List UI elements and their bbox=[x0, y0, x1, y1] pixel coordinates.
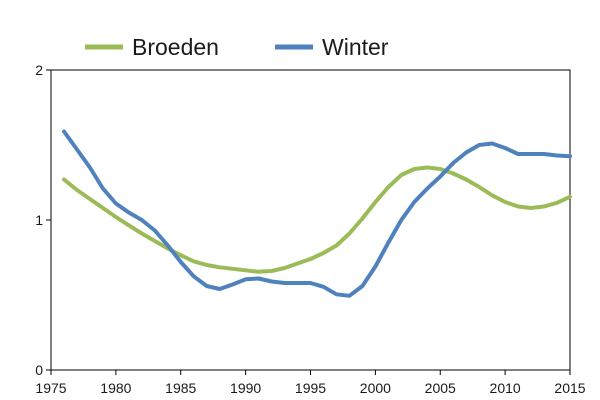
x-tick-label: 1995 bbox=[295, 380, 326, 396]
series-line-broeden bbox=[62, 165, 572, 274]
legend-item-broeden: Broeden bbox=[85, 34, 219, 60]
x-tick-label: 2010 bbox=[490, 380, 521, 396]
x-axis-ticks: 1975 1980 1985 1990 1995 2000 2005 2010 2015 bbox=[35, 370, 586, 396]
x-tick-label: 1985 bbox=[165, 380, 196, 396]
legend-item-winter: Winter bbox=[275, 34, 389, 60]
legend-label-winter: Winter bbox=[322, 34, 389, 60]
y-tick-label: 1 bbox=[35, 212, 43, 228]
x-tick-label: 1980 bbox=[100, 380, 131, 396]
y-axis-ticks: 0 1 2 bbox=[35, 62, 51, 378]
x-tick-label: 2005 bbox=[425, 380, 456, 396]
legend: Broeden Winter bbox=[85, 34, 389, 60]
x-tick-label: 2000 bbox=[360, 380, 391, 396]
x-tick-label: 1975 bbox=[35, 380, 66, 396]
x-tick-label: 2015 bbox=[554, 380, 585, 396]
x-tick-label: 1990 bbox=[230, 380, 261, 396]
series-line-winter bbox=[62, 129, 572, 298]
series-lines bbox=[62, 129, 572, 298]
legend-label-broeden: Broeden bbox=[132, 34, 219, 60]
plot-area bbox=[50, 69, 571, 371]
y-tick-label: 2 bbox=[35, 62, 43, 78]
y-tick-label: 0 bbox=[35, 362, 43, 378]
